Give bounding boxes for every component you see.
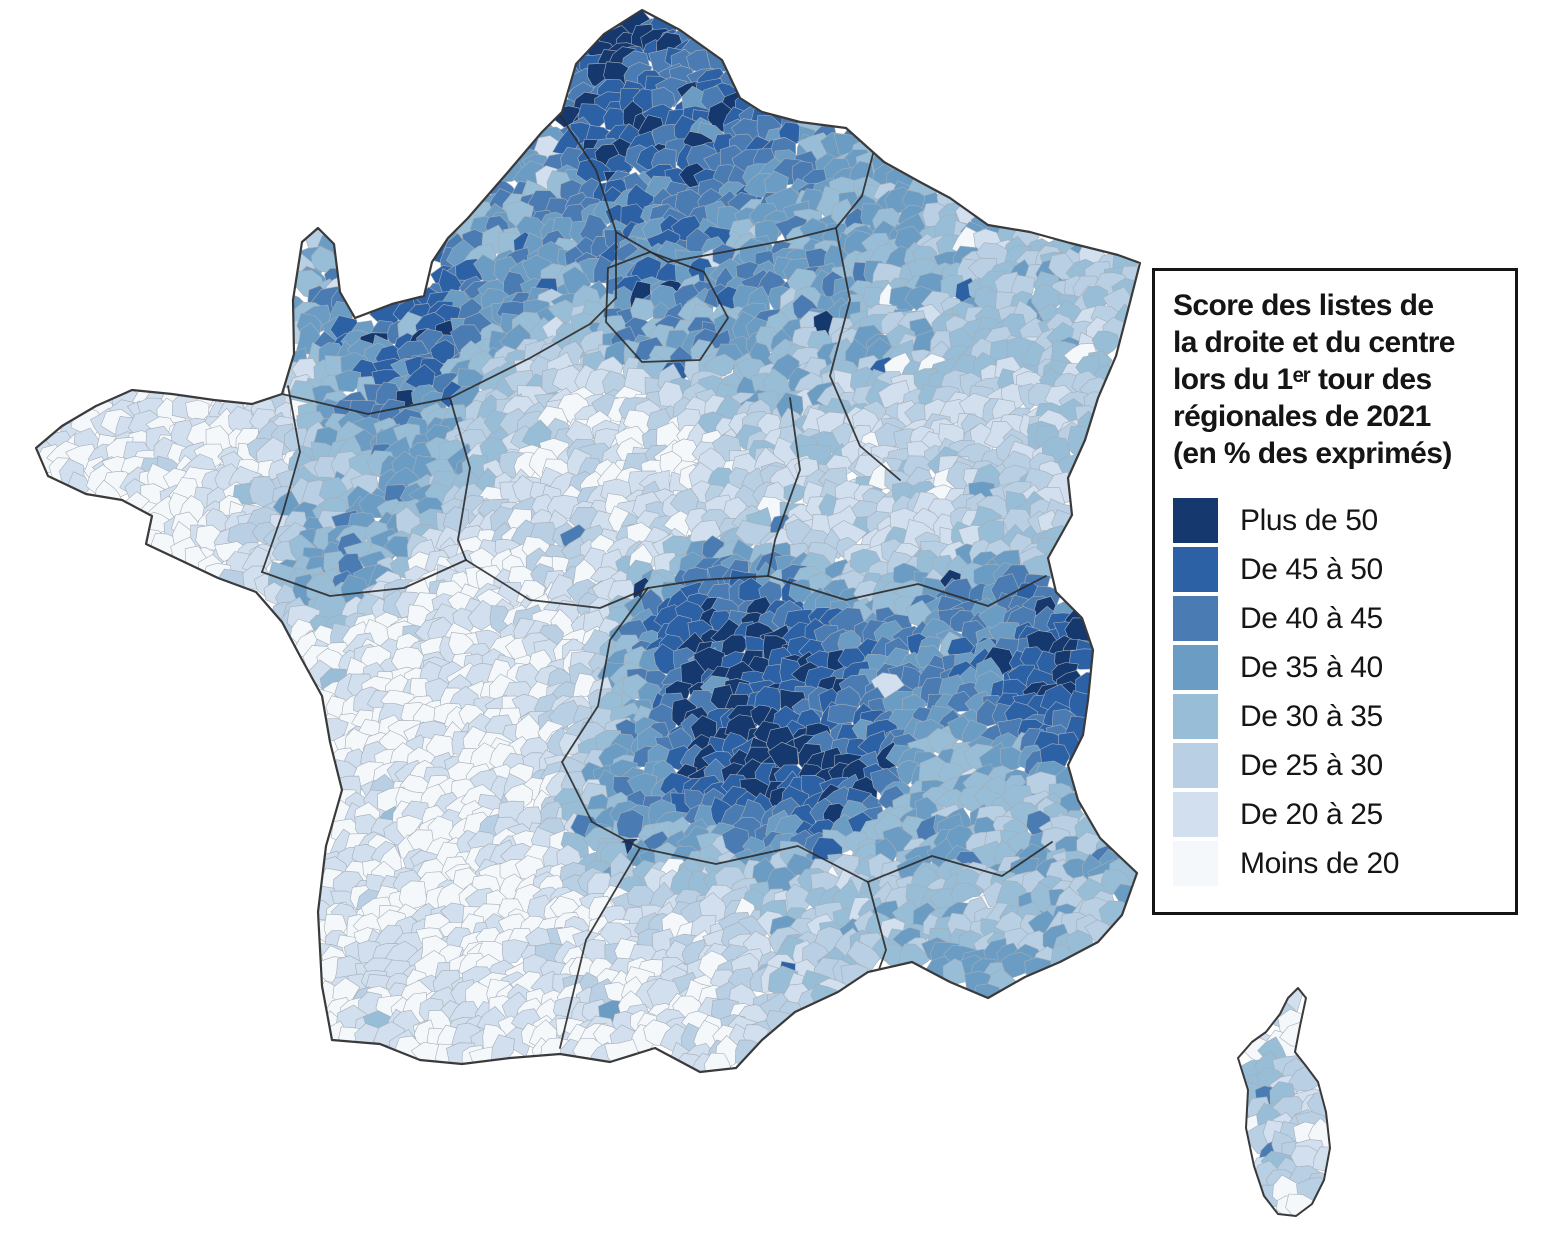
legend-title-line: Score des listes de bbox=[1173, 289, 1434, 322]
legend-label: De 35 à 40 bbox=[1240, 650, 1383, 684]
legend-item: De 40 à 45 bbox=[1173, 596, 1497, 641]
legend-label: De 40 à 45 bbox=[1240, 601, 1383, 635]
canton-cell bbox=[228, 405, 256, 435]
legend-swatch-icon bbox=[1173, 547, 1218, 592]
legend-label: De 20 à 25 bbox=[1240, 797, 1383, 831]
canton-cells-metropole bbox=[36, 10, 1140, 1072]
canton-cell bbox=[972, 983, 1003, 1007]
legend-title-line: régionales de 2021 bbox=[1173, 400, 1431, 433]
legend-items: Plus de 50 De 45 à 50 De 40 à 45 De 35 à 40… bbox=[1173, 498, 1497, 886]
legend-item: De 30 à 35 bbox=[1173, 694, 1497, 739]
legend-item: Moins de 20 bbox=[1173, 841, 1497, 886]
canton-cell bbox=[334, 369, 362, 393]
legend-label: De 30 à 35 bbox=[1240, 699, 1383, 733]
canton-cell bbox=[1091, 330, 1120, 357]
legend-title-line: lors du 1ᵉʳ tour des bbox=[1173, 363, 1432, 396]
legend-item: De 25 à 30 bbox=[1173, 743, 1497, 788]
legend-label: Moins de 20 bbox=[1240, 846, 1400, 880]
legend-item: De 45 à 50 bbox=[1173, 547, 1497, 592]
legend-swatch-icon bbox=[1173, 498, 1218, 543]
legend-title-line: (en % des exprimés) bbox=[1173, 437, 1452, 470]
canton-cell bbox=[429, 339, 456, 365]
legend-label: De 45 à 50 bbox=[1240, 552, 1383, 586]
legend-swatch-icon bbox=[1173, 841, 1218, 886]
legend-title: Score des listes de la droite et du cent… bbox=[1173, 287, 1497, 472]
legend-item: Plus de 50 bbox=[1173, 498, 1497, 543]
legend-swatch-icon bbox=[1173, 694, 1218, 739]
legend-label: De 25 à 30 bbox=[1240, 748, 1383, 782]
canton-cell bbox=[185, 399, 210, 424]
legend-item: De 20 à 25 bbox=[1173, 792, 1497, 837]
canton-cell bbox=[1066, 425, 1098, 456]
canton-cell bbox=[1024, 957, 1053, 982]
canton-cell bbox=[735, 519, 772, 545]
map-legend: Score des listes de la droite et du cent… bbox=[1152, 268, 1518, 915]
legend-swatch-icon bbox=[1173, 792, 1218, 837]
legend-title-line: la droite et du centre bbox=[1173, 326, 1455, 359]
legend-item: De 35 à 40 bbox=[1173, 645, 1497, 690]
legend-swatch-icon bbox=[1173, 645, 1218, 690]
legend-swatch-icon bbox=[1173, 743, 1218, 788]
legend-label: Plus de 50 bbox=[1240, 503, 1378, 537]
legend-swatch-icon bbox=[1173, 596, 1218, 641]
